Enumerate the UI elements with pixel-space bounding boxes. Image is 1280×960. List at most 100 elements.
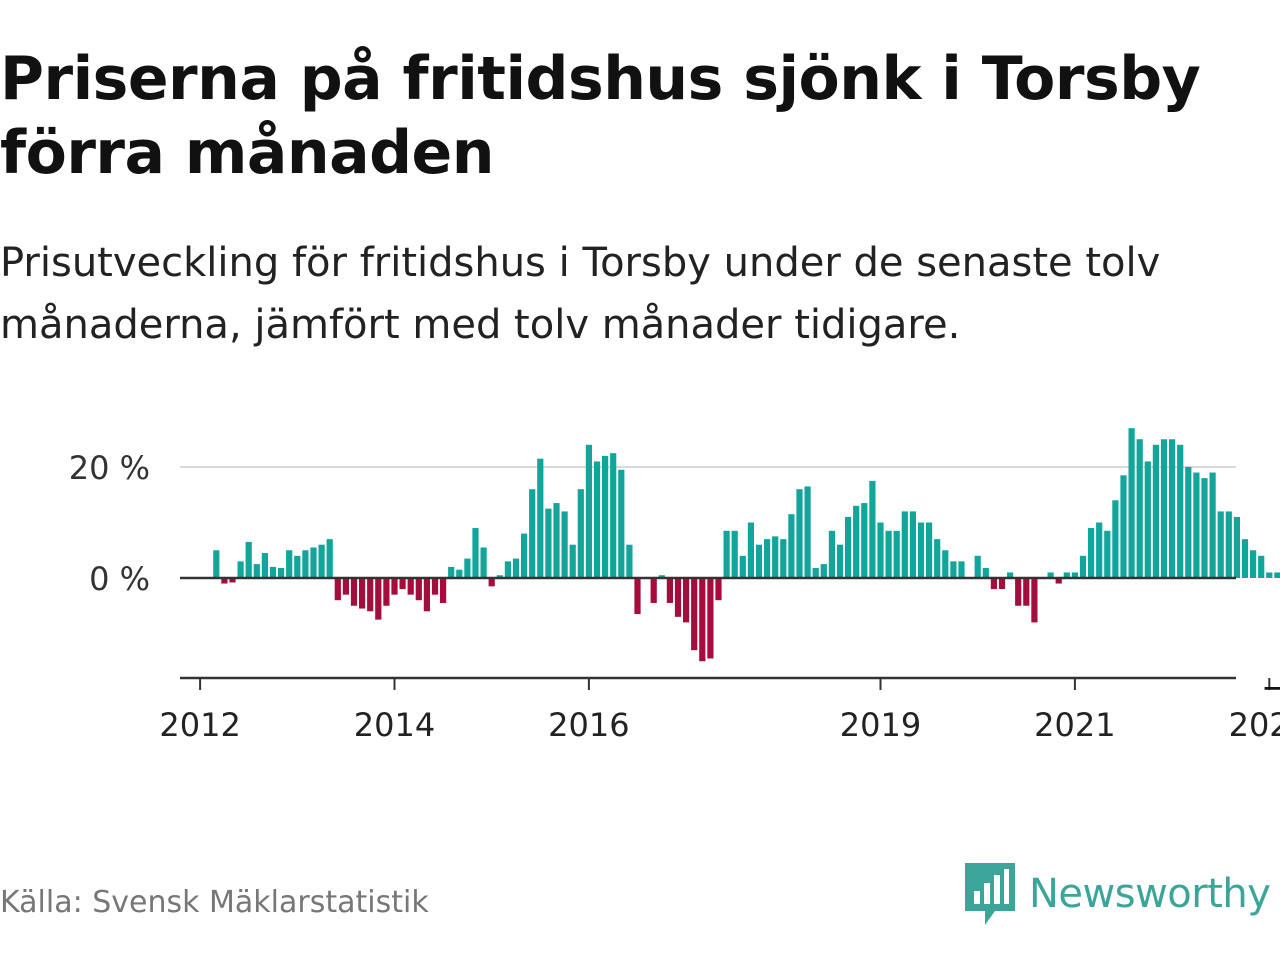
bar [869, 480, 876, 579]
bar [350, 578, 358, 606]
bar [286, 550, 293, 578]
bar [715, 578, 722, 601]
bar [245, 541, 252, 578]
bar [1274, 572, 1280, 578]
bar [861, 503, 868, 578]
bar [529, 489, 536, 578]
bar [974, 555, 981, 578]
bar [512, 558, 520, 578]
bar [1120, 475, 1127, 578]
bar [480, 547, 487, 578]
bar [269, 566, 277, 578]
bar [367, 578, 374, 612]
bar [423, 578, 430, 612]
bar [1047, 572, 1054, 578]
bars [213, 428, 1280, 662]
bar [391, 578, 398, 595]
bar [399, 578, 406, 590]
bar [893, 530, 900, 578]
bar [1055, 578, 1062, 584]
bar [885, 530, 892, 578]
bar [788, 514, 795, 578]
brand-name: Newsworthy [1029, 871, 1271, 917]
bar [683, 578, 690, 623]
bar [569, 544, 576, 578]
bar [1071, 572, 1078, 578]
chart-title: Priserna på fritidshus sjönk i Torsby fö… [0, 44, 1201, 188]
bar [723, 530, 730, 578]
bar [934, 539, 941, 578]
bar [334, 578, 341, 601]
bar [359, 578, 366, 609]
bar [1241, 539, 1249, 578]
bar [553, 503, 560, 578]
bar [1225, 511, 1232, 578]
bar [448, 566, 455, 578]
bar [755, 544, 763, 578]
bar [1023, 578, 1030, 606]
x-tick-label: 2021 [1034, 706, 1115, 744]
bar [1031, 578, 1038, 623]
bar [577, 489, 584, 578]
bar [699, 578, 706, 662]
bar [537, 458, 544, 578]
labels: −8 % [1261, 668, 1280, 706]
bar [1015, 578, 1022, 606]
bar [1088, 528, 1095, 578]
bar [796, 489, 803, 578]
bar [326, 539, 333, 578]
bar [593, 461, 601, 578]
bar [820, 564, 827, 579]
bar [877, 522, 884, 578]
bar [472, 528, 479, 578]
bar [294, 555, 301, 578]
bar [618, 469, 625, 578]
bar [383, 578, 390, 606]
bar [229, 578, 236, 583]
bar [253, 564, 260, 579]
bar [1136, 439, 1143, 578]
bar [1233, 516, 1240, 578]
last-value-label: −8 % [1261, 668, 1280, 706]
bar [1217, 511, 1224, 578]
bar [950, 561, 957, 578]
bar [1160, 439, 1168, 578]
bar [456, 569, 463, 578]
bar [1209, 472, 1216, 578]
bar [780, 539, 787, 578]
bar [982, 568, 989, 578]
bar [407, 578, 414, 595]
source-note: Källa: Svensk Mäklarstatistik [0, 885, 429, 920]
bar [496, 575, 503, 578]
y-tick-label: 20 % [69, 449, 150, 487]
bar [488, 578, 495, 587]
bar [853, 505, 860, 578]
bar [909, 511, 916, 578]
bar [342, 578, 349, 595]
bar [602, 455, 609, 578]
bar [1128, 428, 1135, 578]
bar [1258, 555, 1265, 578]
bar [504, 561, 511, 578]
bar [318, 544, 325, 578]
bar [942, 550, 949, 578]
bar [917, 522, 925, 578]
bar [958, 561, 965, 578]
bar [1104, 530, 1111, 578]
bar [585, 444, 592, 578]
x-tick-label: 2019 [840, 706, 921, 744]
bar [707, 578, 714, 659]
y-tick-label: 0 % [89, 560, 150, 598]
bar [828, 530, 835, 578]
bar [221, 578, 228, 584]
bar [772, 536, 779, 579]
bar [431, 578, 439, 595]
x-tick-label: 2023 [1229, 706, 1280, 744]
bar [990, 578, 997, 590]
bar [375, 578, 382, 620]
x-tick-label: 2012 [159, 706, 240, 744]
bar [1250, 550, 1257, 578]
x-tick-label: 2016 [548, 706, 629, 744]
bar [626, 544, 633, 578]
bar [1266, 572, 1273, 578]
